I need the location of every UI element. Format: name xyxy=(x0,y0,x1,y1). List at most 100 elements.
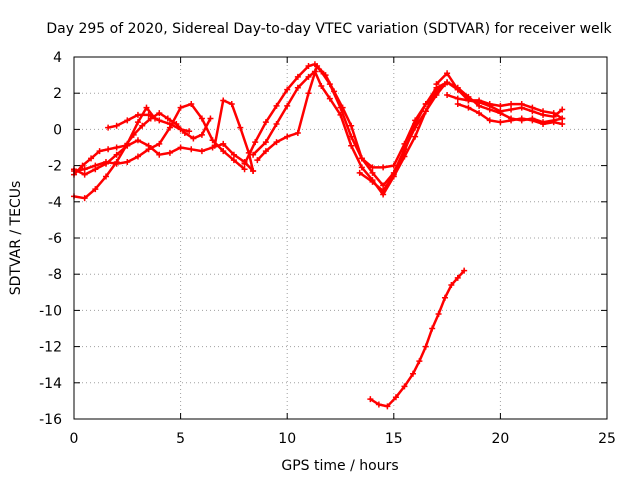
y-tick-label: -10 xyxy=(39,303,62,319)
data-point xyxy=(166,149,173,156)
data-point xyxy=(134,153,141,160)
data-point xyxy=(252,139,259,146)
data-point xyxy=(130,131,137,138)
series-line xyxy=(72,139,255,176)
data-point xyxy=(273,102,280,109)
series-pass-13 xyxy=(454,101,566,127)
data-point xyxy=(465,97,472,104)
data-point xyxy=(262,139,269,146)
data-point xyxy=(220,148,227,155)
data-point xyxy=(113,160,120,167)
data-point xyxy=(508,117,515,124)
data-point xyxy=(448,282,455,289)
data-point xyxy=(433,81,440,88)
data-point xyxy=(518,101,525,108)
series-pass-10 xyxy=(356,79,566,194)
data-point xyxy=(177,126,184,133)
data-point xyxy=(198,115,205,122)
data-point xyxy=(198,148,205,155)
data-point xyxy=(134,119,141,126)
data-point xyxy=(444,79,451,86)
data-point xyxy=(305,73,312,80)
data-point xyxy=(96,148,103,155)
data-point xyxy=(401,383,408,390)
data-point xyxy=(294,130,301,137)
data-point xyxy=(134,111,141,118)
data-point xyxy=(284,133,291,140)
data-point xyxy=(422,101,429,108)
data-point xyxy=(559,115,566,122)
data-point xyxy=(250,151,257,158)
data-point xyxy=(454,95,461,102)
x-tick-label: 25 xyxy=(598,431,616,447)
data-point xyxy=(441,294,448,301)
data-point xyxy=(559,120,566,127)
data-point xyxy=(339,104,346,111)
data-point xyxy=(486,117,493,124)
data-point xyxy=(145,111,152,118)
data-point xyxy=(241,160,248,167)
data-point xyxy=(241,166,248,173)
data-point xyxy=(92,166,99,173)
data-point xyxy=(102,160,109,167)
data-point xyxy=(284,86,291,93)
y-axis-label: SDTVAR / TECUs xyxy=(8,181,24,296)
data-point xyxy=(124,142,131,149)
data-point xyxy=(156,140,163,147)
data-point xyxy=(540,108,547,115)
data-point xyxy=(105,124,112,131)
data-point xyxy=(380,182,387,189)
data-point xyxy=(188,146,195,153)
series-pass-4 xyxy=(71,137,257,178)
data-point xyxy=(331,88,338,95)
data-point xyxy=(230,157,237,164)
data-point xyxy=(390,171,397,178)
data-point xyxy=(143,104,150,111)
data-point xyxy=(367,396,374,403)
data-point xyxy=(433,90,440,97)
grid xyxy=(74,57,607,419)
data-point xyxy=(220,140,227,147)
data-point xyxy=(559,106,566,113)
data-point xyxy=(139,122,146,129)
data-point xyxy=(81,171,88,178)
data-point xyxy=(465,104,472,111)
data-point xyxy=(356,169,363,176)
data-point xyxy=(392,394,399,401)
data-point xyxy=(134,137,141,144)
data-point xyxy=(294,84,301,91)
data-point xyxy=(81,166,88,173)
data-point xyxy=(497,119,504,126)
y-tick-label: -16 xyxy=(39,412,62,428)
data-point xyxy=(190,135,197,142)
data-point xyxy=(461,267,468,274)
data-point xyxy=(550,110,557,117)
data-point xyxy=(177,144,184,151)
x-axis-label: GPS time / hours xyxy=(281,458,398,474)
data-point xyxy=(529,117,536,124)
series-pass-8 xyxy=(250,68,461,198)
data-point xyxy=(508,101,515,108)
series-pass-5 xyxy=(105,111,193,135)
data-point xyxy=(314,63,321,70)
data-point xyxy=(237,124,244,131)
x-tick-label: 15 xyxy=(385,431,403,447)
data-point xyxy=(113,151,120,158)
data-point xyxy=(156,151,163,158)
data-point xyxy=(401,148,408,155)
data-point xyxy=(186,128,193,135)
y-tick-label: -2 xyxy=(48,159,62,175)
data-point xyxy=(435,311,442,318)
data-point xyxy=(113,122,120,129)
data-point xyxy=(156,110,163,117)
data-point xyxy=(369,164,376,171)
data-point xyxy=(262,148,269,155)
data-point xyxy=(88,155,95,162)
data-point xyxy=(369,178,376,185)
y-tick-label: -4 xyxy=(48,195,62,211)
data-point xyxy=(211,142,218,149)
data-point xyxy=(422,343,429,350)
data-point xyxy=(228,101,235,108)
